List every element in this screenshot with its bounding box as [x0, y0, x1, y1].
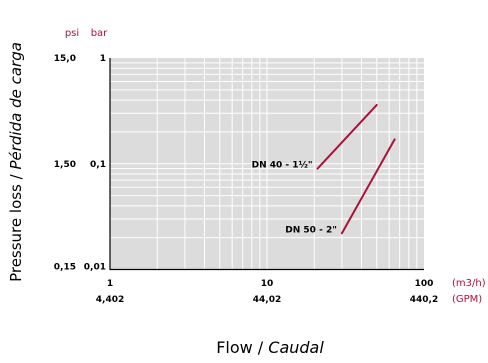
y-tick-label-bar: 1 [100, 54, 106, 64]
x-tick-label-secondary: 44,02 [253, 295, 281, 305]
x-tick-label-secondary: 440,2 [410, 295, 438, 305]
x-axis-label-italic: Caudal [268, 338, 324, 357]
x-tick-labels: 1 4,402 10 44,02 100 440,2 [96, 279, 438, 305]
y-tick-label-psi: 1,50 [54, 160, 76, 170]
x-tick-label: 10 [261, 279, 274, 289]
y-tick-label-bar: 0,01 [84, 263, 106, 273]
y-tick-label-bar: 0,1 [90, 160, 106, 170]
series-label: DN 40 - 1½" [252, 160, 313, 171]
x-unit-secondary: (GPM) [452, 294, 482, 305]
y-tick-label-psi: 0,15 [54, 263, 76, 273]
x-tick-label-secondary: 4,402 [96, 295, 124, 305]
x-axis-label-main: Flow / [216, 338, 268, 357]
y-axis-label-main: Pressure loss / [7, 170, 25, 282]
y-unit-bar: bar [91, 28, 108, 39]
y-tick-labels: 15,0 1 1,50 0,1 0,15 0,01 [54, 54, 106, 273]
x-axis-label: Flow / Caudal [216, 338, 324, 357]
series-label: DN 50 - 2" [285, 225, 337, 235]
series-line [316, 103, 378, 170]
x-tick-label: 100 [415, 279, 434, 289]
y-unit-psi: psi [65, 28, 79, 39]
y-axis-label: Pressure loss / Pérdida de carga [7, 42, 25, 282]
series-layer: DN 40 - 1½" DN 50 - 2" [252, 103, 396, 235]
y-tick-label-psi: 15,0 [54, 54, 76, 64]
x-tick-label: 1 [107, 279, 113, 289]
series-line [340, 138, 396, 235]
y-axis-label-italic: Pérdida de carga [7, 42, 25, 169]
x-unit-primary: (m3/h) [452, 278, 486, 289]
